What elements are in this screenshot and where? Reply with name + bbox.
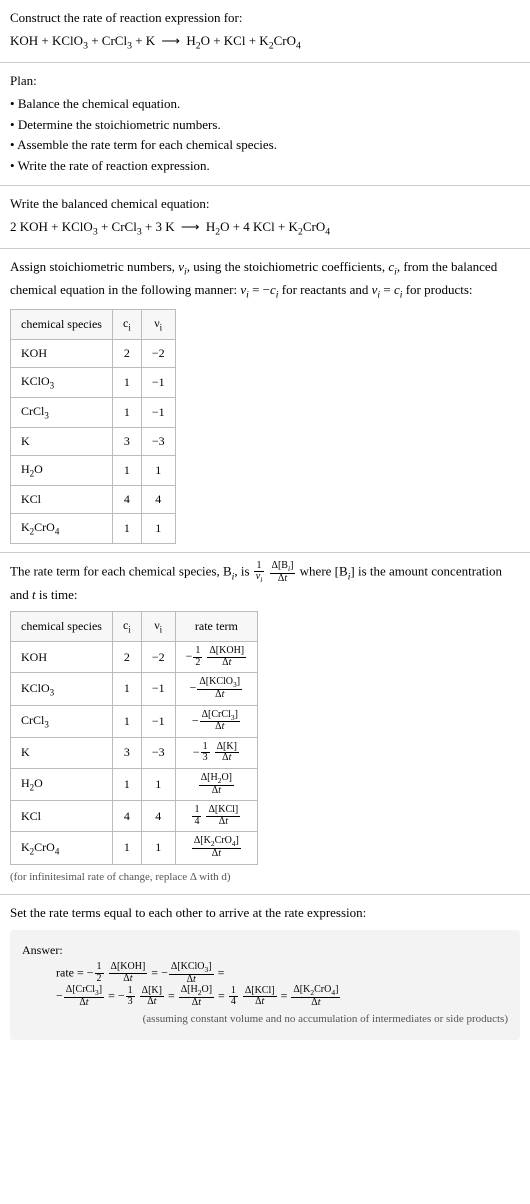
table-header-row: chemical species ci νi xyxy=(11,310,176,340)
cell-species: KOH xyxy=(11,642,113,673)
cell-ci: 1 xyxy=(112,368,141,398)
balanced-section: Write the balanced chemical equation: 2 … xyxy=(0,186,530,249)
plan-section: Plan: Balance the chemical equation. Det… xyxy=(0,63,530,186)
rateterm-section: The rate term for each chemical species,… xyxy=(0,553,530,896)
cell-ci: 1 xyxy=(112,398,141,428)
table-row: K2CrO411Δ[K2CrO4]Δt xyxy=(11,832,258,864)
construct-section: Construct the rate of reaction expressio… xyxy=(0,0,530,63)
cell-ci: 1 xyxy=(112,514,141,544)
cell-rateterm: −Δ[KClO3]Δt xyxy=(175,673,258,705)
cell-ci: 1 xyxy=(112,705,141,737)
col-species: chemical species xyxy=(11,612,113,642)
final-section: Set the rate terms equal to each other t… xyxy=(0,895,530,1048)
table-header-row: chemical species ci νi rate term xyxy=(11,612,258,642)
plan-item: Balance the chemical equation. xyxy=(10,94,520,115)
answer-note: (assuming constant volume and no accumul… xyxy=(22,1010,508,1030)
cell-ci: 1 xyxy=(112,673,141,705)
assign-intro: Assign stoichiometric numbers, νi, using… xyxy=(10,257,520,303)
plan-item: Determine the stoichiometric numbers. xyxy=(10,115,520,136)
plan-list: Balance the chemical equation. Determine… xyxy=(10,94,520,177)
rateterm-caption: (for infinitesimal rate of change, repla… xyxy=(10,869,520,887)
cell-rateterm: −Δ[CrCl3]Δt xyxy=(175,705,258,737)
cell-nui: 1 xyxy=(141,832,175,864)
cell-nui: 4 xyxy=(141,485,175,513)
cell-species: K xyxy=(11,737,113,768)
cell-nui: −1 xyxy=(141,673,175,705)
balanced-equation: 2 KOH + KClO3 + CrCl3 + 3 K ⟶ H2O + 4 KC… xyxy=(10,217,520,240)
cell-nui: 4 xyxy=(141,801,175,832)
cell-species: KCl xyxy=(11,485,113,513)
cell-ci: 4 xyxy=(112,485,141,513)
cell-nui: −2 xyxy=(141,642,175,673)
final-heading: Set the rate terms equal to each other t… xyxy=(10,903,520,924)
assign-section: Assign stoichiometric numbers, νi, using… xyxy=(0,249,530,553)
table-row: K3−3−13 Δ[K]Δt xyxy=(11,737,258,768)
plan-item: Write the rate of reaction expression. xyxy=(10,156,520,177)
cell-ci: 2 xyxy=(112,340,141,368)
col-species: chemical species xyxy=(11,310,113,340)
construct-prompt: Construct the rate of reaction expressio… xyxy=(10,8,520,29)
cell-rateterm: Δ[H2O]Δt xyxy=(175,768,258,800)
cell-rateterm: −13 Δ[K]Δt xyxy=(175,737,258,768)
stoich-table: chemical species ci νi KOH2−2KClO31−1CrC… xyxy=(10,309,176,543)
rateterm-table: chemical species ci νi rate term KOH2−2−… xyxy=(10,611,258,864)
table-row: CrCl31−1−Δ[CrCl3]Δt xyxy=(11,705,258,737)
cell-species: H2O xyxy=(11,768,113,800)
cell-nui: −3 xyxy=(141,737,175,768)
cell-rateterm: 14 Δ[KCl]Δt xyxy=(175,801,258,832)
cell-ci: 4 xyxy=(112,801,141,832)
cell-species: KOH xyxy=(11,340,113,368)
cell-ci: 3 xyxy=(112,737,141,768)
cell-nui: −1 xyxy=(141,368,175,398)
table-row: KClO31−1−Δ[KClO3]Δt xyxy=(11,673,258,705)
cell-nui: 1 xyxy=(141,456,175,486)
table-row: K3−3 xyxy=(11,427,176,455)
table-row: K2CrO411 xyxy=(11,514,176,544)
balanced-heading: Write the balanced chemical equation: xyxy=(10,194,520,215)
table-row: KClO31−1 xyxy=(11,368,176,398)
cell-nui: −3 xyxy=(141,427,175,455)
cell-ci: 1 xyxy=(112,456,141,486)
cell-species: KClO3 xyxy=(11,368,113,398)
cell-species: K2CrO4 xyxy=(11,832,113,864)
cell-species: K xyxy=(11,427,113,455)
rateterm-intro: The rate term for each chemical species,… xyxy=(10,561,520,606)
answer-box: Answer: rate = −12 Δ[KOH]Δt = −Δ[KClO3]Δ… xyxy=(10,930,520,1040)
col-nui: νi xyxy=(141,310,175,340)
col-ci: ci xyxy=(112,310,141,340)
cell-species: CrCl3 xyxy=(11,705,113,737)
cell-species: K2CrO4 xyxy=(11,514,113,544)
table-row: KCl4414 Δ[KCl]Δt xyxy=(11,801,258,832)
cell-nui: 1 xyxy=(141,768,175,800)
plan-item: Assemble the rate term for each chemical… xyxy=(10,135,520,156)
table-row: CrCl31−1 xyxy=(11,398,176,428)
cell-species: CrCl3 xyxy=(11,398,113,428)
cell-ci: 1 xyxy=(112,768,141,800)
unbalanced-equation: KOH + KClO3 + CrCl3 + K ⟶ H2O + KCl + K2… xyxy=(10,31,520,54)
cell-nui: 1 xyxy=(141,514,175,544)
cell-nui: −1 xyxy=(141,705,175,737)
cell-species: KCl xyxy=(11,801,113,832)
cell-species: H2O xyxy=(11,456,113,486)
cell-rateterm: −12 Δ[KOH]Δt xyxy=(175,642,258,673)
table-row: KCl44 xyxy=(11,485,176,513)
cell-species: KClO3 xyxy=(11,673,113,705)
rate-expression-line1: rate = −12 Δ[KOH]Δt = −Δ[KClO3]Δt = xyxy=(22,962,508,985)
cell-ci: 2 xyxy=(112,642,141,673)
table-row: H2O11Δ[H2O]Δt xyxy=(11,768,258,800)
col-nui: νi xyxy=(141,612,175,642)
table-row: KOH2−2 xyxy=(11,340,176,368)
cell-ci: 3 xyxy=(112,427,141,455)
col-rateterm: rate term xyxy=(175,612,258,642)
table-row: KOH2−2−12 Δ[KOH]Δt xyxy=(11,642,258,673)
answer-label: Answer: xyxy=(22,940,508,962)
plan-heading: Plan: xyxy=(10,71,520,92)
table-row: H2O11 xyxy=(11,456,176,486)
col-ci: ci xyxy=(112,612,141,642)
cell-rateterm: Δ[K2CrO4]Δt xyxy=(175,832,258,864)
cell-nui: −2 xyxy=(141,340,175,368)
cell-nui: −1 xyxy=(141,398,175,428)
cell-ci: 1 xyxy=(112,832,141,864)
rate-expression-line2: −Δ[CrCl3]Δt = −13 Δ[K]Δt = Δ[H2O]Δt = 14… xyxy=(22,985,508,1008)
